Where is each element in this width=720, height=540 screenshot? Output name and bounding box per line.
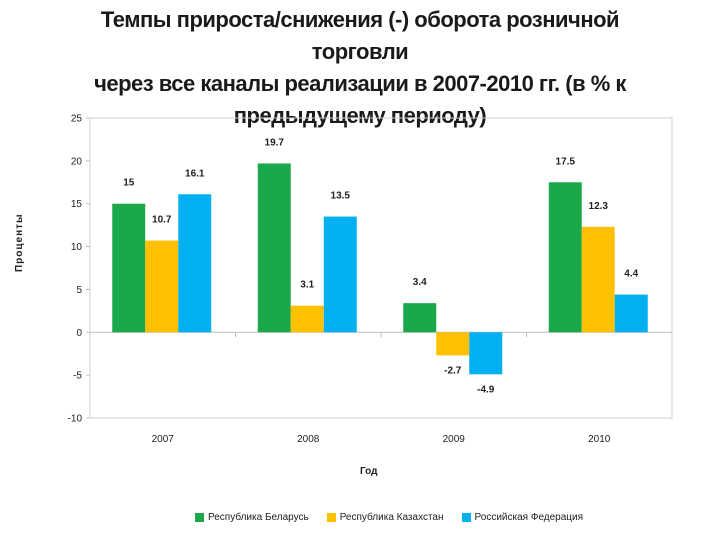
legend-item: Республика Казахстан	[326, 511, 444, 523]
chart-title-line-1: Темпы прироста/снижения (-) оборота розн…	[100, 7, 620, 64]
legend: Республика Беларусь Республика Казахстан Р…	[195, 509, 601, 525]
data-label: 4.4	[624, 269, 638, 280]
chart-title-line-2: через все каналы реализации в 2007-2010 …	[94, 71, 626, 96]
data-label: 3.1	[300, 280, 314, 291]
data-label: 19.7	[265, 137, 285, 148]
bar	[145, 240, 179, 333]
plot-area-border	[89, 117, 673, 419]
legend-swatch	[461, 512, 471, 522]
legend-label: Республика Беларусь	[208, 511, 309, 523]
legend-swatch	[195, 512, 204, 522]
y-tick-label: 0	[76, 328, 82, 339]
y-axis-title: Проценты	[14, 213, 25, 272]
y-tick-label: 20	[71, 156, 83, 167]
x-tick-label: 2010	[588, 434, 611, 445]
bar	[112, 203, 146, 333]
chart-title: Темпы прироста/снижения (-) оборота розн…	[60, 4, 660, 132]
bar	[614, 294, 648, 333]
bar	[548, 182, 582, 333]
chart-title-line-3: предыдущему периоду)	[233, 103, 487, 128]
data-label: 16.1	[185, 168, 205, 179]
legend-item: Республика Беларусь	[195, 512, 309, 523]
data-label: 17.5	[556, 156, 576, 167]
legend-label: Республика Казахстан	[339, 511, 444, 523]
y-tick-label: -10	[68, 414, 83, 425]
x-tick-label: 2007	[152, 434, 175, 445]
y-tick-label: 25	[71, 114, 83, 125]
x-axis-title: Год	[360, 466, 378, 477]
x-tick-label: 2009	[443, 434, 466, 445]
data-label: 10.7	[152, 215, 172, 226]
y-tick-label: 10	[71, 242, 83, 253]
x-tick-label: 2008	[297, 434, 320, 445]
bar	[257, 163, 291, 333]
bar	[436, 332, 470, 356]
bar	[403, 303, 437, 333]
bar	[290, 305, 324, 333]
data-label: 12.3	[589, 201, 609, 212]
data-label: 3.4	[413, 277, 427, 288]
data-label: 15	[123, 178, 135, 189]
data-label: -4.9	[477, 384, 495, 395]
legend-label: Российская Федерация	[474, 511, 584, 523]
legend-item: Российская Федерация	[461, 511, 584, 523]
data-label: 13.5	[331, 191, 351, 202]
bar	[323, 216, 357, 333]
data-label: -2.7	[444, 365, 462, 376]
bar	[581, 226, 615, 333]
legend-swatch	[326, 512, 336, 522]
y-tick-label: 5	[76, 285, 82, 296]
y-tick-label: 15	[71, 199, 83, 210]
bar	[178, 194, 212, 333]
bar	[469, 332, 503, 375]
y-tick-label: -5	[73, 371, 82, 382]
